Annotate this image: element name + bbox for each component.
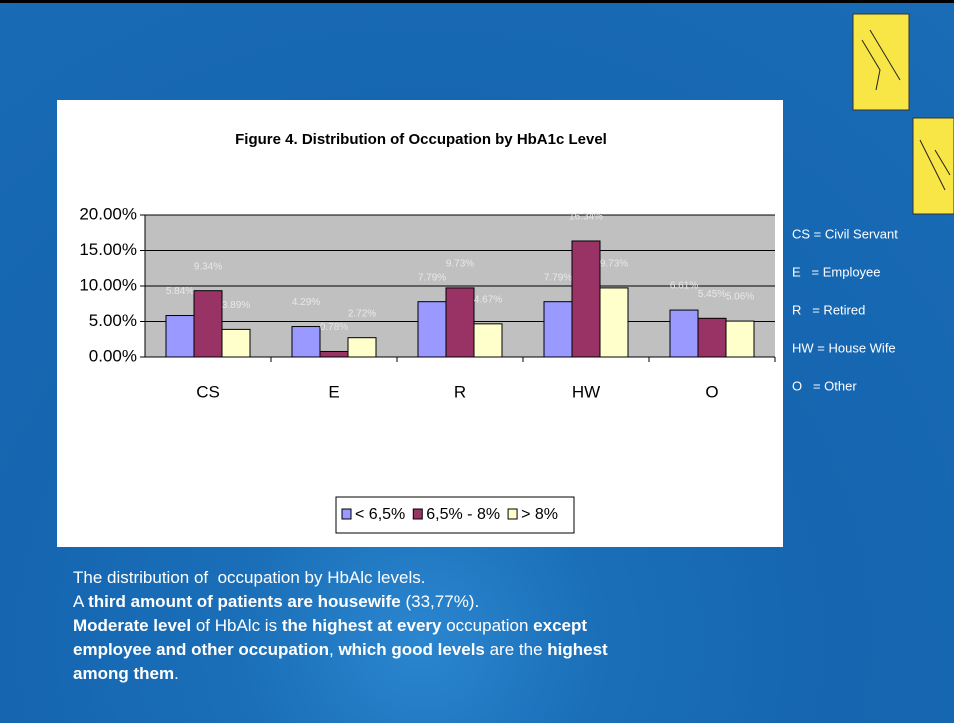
bar (292, 327, 320, 357)
abbreviation: E = Employee (792, 264, 881, 279)
data-label: 0.78% (320, 322, 348, 333)
y-tick-label: 5.00% (89, 311, 137, 330)
data-label: 4.67% (474, 294, 502, 305)
paragraph: The distribution of occupation by HbAlc … (73, 566, 608, 686)
text-run: are the (485, 640, 547, 659)
y-tick-label: 10.00% (79, 275, 137, 294)
bar (572, 241, 600, 357)
y-tick-label: 20.00% (79, 204, 137, 223)
data-label: 2.72% (348, 308, 376, 319)
data-label: 9.73% (600, 259, 628, 270)
paragraph-line: Moderate level of HbAlc is the highest a… (73, 614, 608, 638)
data-label: 5.84% (166, 286, 194, 297)
top-border (0, 0, 954, 3)
text-run: of HbAlc is (191, 616, 282, 635)
bar (670, 310, 698, 357)
x-tick-label: HW (572, 382, 600, 401)
legend-swatch (508, 509, 517, 519)
data-label: 6.61% (670, 281, 698, 292)
legend-swatch (413, 509, 422, 519)
data-label: 4.29% (292, 297, 320, 308)
legend-label: < 6,5% (355, 506, 405, 523)
chart-title: Figure 4. Distribution of Occupation by … (235, 131, 607, 148)
abbreviations: CS = Civil Servant E = Employee R = Retire… (792, 226, 898, 393)
bar (166, 316, 194, 357)
bar (474, 324, 502, 357)
data-label: 9.73% (446, 259, 474, 270)
data-label: 5.06% (726, 292, 754, 303)
text-run: employee and other occupation (73, 640, 329, 659)
legend-label: 6,5% - 8% (426, 506, 500, 523)
bar (446, 288, 474, 357)
text-run: (33,77%). (401, 592, 479, 611)
bar (418, 302, 446, 357)
text-run: highest (547, 640, 607, 659)
abbreviation: CS = Civil Servant (792, 226, 898, 241)
text-run: A (73, 592, 88, 611)
text-run: among them (73, 664, 174, 683)
data-label: 7.79% (418, 272, 446, 283)
data-label: 5.45% (698, 289, 726, 300)
bar (348, 338, 376, 357)
abbreviation: HW = House Wife (792, 340, 896, 355)
text-run: . (174, 664, 179, 683)
bar (698, 318, 726, 357)
text-run: Moderate level (73, 616, 191, 635)
data-label: 9.34% (194, 261, 222, 272)
paragraph-line: The distribution of occupation by HbAlc … (73, 566, 608, 590)
legend-swatch (342, 509, 351, 519)
data-label: 7.79% (544, 272, 572, 283)
data-label: 3.89% (222, 300, 250, 311)
bar (600, 288, 628, 357)
x-tick-label: O (705, 382, 718, 401)
paragraph-line: A third amount of patients are housewife… (73, 590, 608, 614)
clipart (853, 14, 909, 110)
x-tick-label: R (454, 382, 466, 401)
slide: Figure 4. Distribution of Occupation by … (0, 0, 954, 723)
text-run: third amount of patients are housewife (88, 592, 401, 611)
bar (194, 291, 222, 357)
x-tick-label: E (328, 382, 339, 401)
bar (726, 321, 754, 357)
bar (320, 351, 348, 357)
y-tick-label: 0.00% (89, 346, 137, 365)
abbreviation: O = Other (792, 378, 857, 393)
paragraph-line: among them. (73, 662, 608, 686)
bar (544, 302, 572, 357)
text-run: the highest at every (282, 616, 442, 635)
y-tick-label: 15.00% (79, 240, 137, 259)
x-tick-label: CS (196, 382, 220, 401)
text-run: The distribution of occupation by HbAlc … (73, 568, 425, 587)
bar (222, 329, 250, 357)
text-run: which good levels (338, 640, 484, 659)
paragraph-line: employee and other occupation, which goo… (73, 638, 608, 662)
text-run: except (533, 616, 587, 635)
abbreviation: R = Retired (792, 302, 865, 317)
legend-label: > 8% (521, 506, 558, 523)
text-run: occupation (441, 616, 533, 635)
data-label: 16.34% (569, 212, 603, 223)
